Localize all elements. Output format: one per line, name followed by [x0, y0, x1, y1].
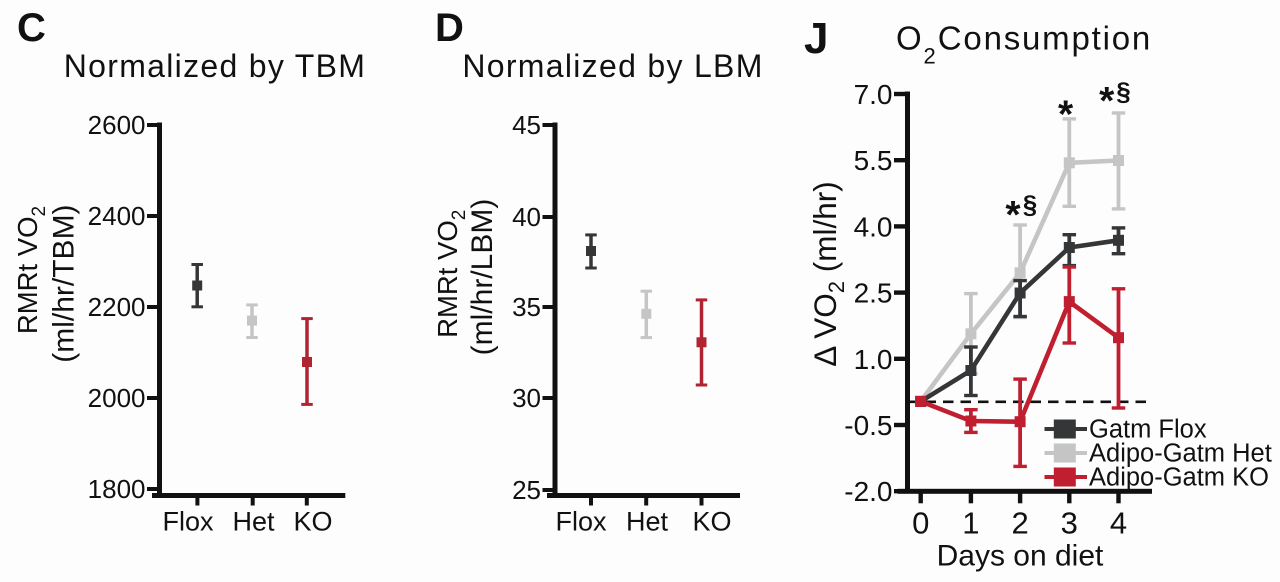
svg-text:3: 3 [1061, 506, 1078, 541]
svg-text:35: 35 [512, 292, 541, 322]
svg-text:2400: 2400 [88, 201, 146, 231]
svg-text:-2.0: -2.0 [844, 476, 892, 507]
svg-text:Normalized by TBM: Normalized by TBM [64, 48, 366, 84]
svg-text:Adipo-Gatm KO: Adipo-Gatm KO [1089, 464, 1269, 492]
svg-text:Het: Het [232, 507, 275, 537]
svg-text:*: * [1058, 94, 1074, 137]
svg-text:Gatm Flox: Gatm Flox [1089, 416, 1207, 444]
svg-text:25: 25 [512, 475, 541, 505]
svg-text:Δ VO2 (ml/hr): Δ VO2 (ml/hr) [807, 181, 849, 367]
svg-text:Het: Het [626, 507, 669, 537]
svg-text:30: 30 [512, 383, 541, 413]
svg-text:J: J [804, 14, 828, 63]
svg-text:4: 4 [1110, 506, 1127, 541]
svg-text:(ml/hr/TBM): (ml/hr/TBM) [48, 204, 81, 362]
svg-text:40: 40 [512, 202, 541, 232]
svg-text:Adipo-Gatm Het: Adipo-Gatm Het [1089, 440, 1272, 468]
svg-text:Flox: Flox [162, 507, 214, 537]
svg-text:2: 2 [1011, 506, 1028, 541]
svg-text:§: § [1116, 76, 1130, 106]
svg-text:1: 1 [962, 506, 979, 541]
svg-text:2.5: 2.5 [854, 278, 893, 309]
svg-text:KO: KO [692, 507, 731, 537]
svg-text:7.0: 7.0 [854, 79, 893, 110]
svg-text:0: 0 [912, 506, 929, 541]
svg-text:KO: KO [293, 507, 332, 537]
svg-text:5.5: 5.5 [854, 145, 893, 176]
svg-text:Days on diet: Days on diet [937, 540, 1104, 573]
svg-text:C: C [17, 6, 46, 50]
svg-text:Flox: Flox [555, 507, 607, 537]
svg-text:4.0: 4.0 [854, 211, 893, 242]
svg-text:*: * [1005, 194, 1021, 237]
svg-text:*: * [1099, 80, 1115, 123]
svg-text:45: 45 [512, 110, 541, 140]
svg-text:-0.5: -0.5 [844, 410, 892, 441]
svg-text:2600: 2600 [88, 110, 146, 140]
svg-text:§: § [1023, 190, 1037, 220]
svg-text:Normalized by LBM: Normalized by LBM [462, 48, 763, 84]
svg-text:2000: 2000 [88, 383, 146, 413]
svg-text:1800: 1800 [88, 474, 146, 504]
svg-text:2200: 2200 [88, 292, 146, 322]
svg-text:(ml/hr/LBM): (ml/hr/LBM) [466, 199, 499, 356]
svg-text:D: D [435, 6, 464, 50]
svg-text:1.0: 1.0 [854, 344, 893, 375]
